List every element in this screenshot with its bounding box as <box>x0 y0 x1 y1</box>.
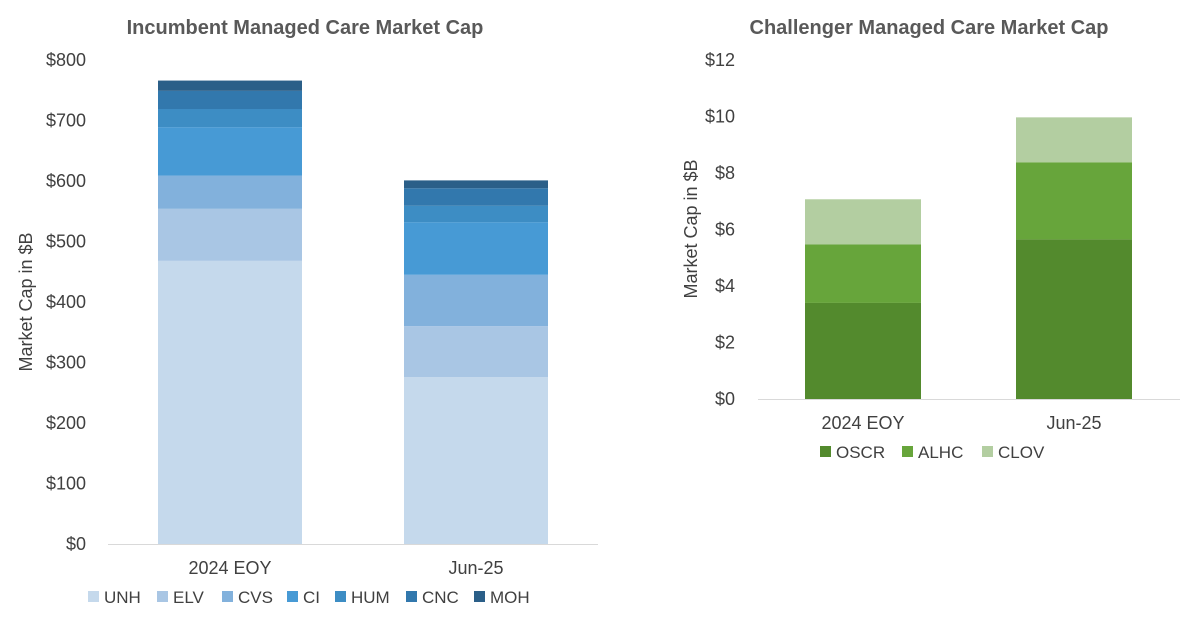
incumbent-y-tick-label: $700 <box>46 111 86 131</box>
incumbent-legend: UNH ELV CVS CI HUM CNC MOH <box>88 588 530 607</box>
incumbent-bar-unh-jun-25 <box>404 377 548 544</box>
challenger-y-tick-label: $0 <box>715 389 735 409</box>
incumbent-y-axis-label: Market Cap in $B <box>16 232 36 371</box>
incumbent-x-ticks: 2024 EOY Jun-25 <box>188 558 503 578</box>
incumbent-legend-label-moh: MOH <box>490 588 530 607</box>
incumbent-y-tick-label: $200 <box>46 413 86 433</box>
challenger-x-tick-label: Jun-25 <box>1046 413 1101 433</box>
challenger-y-tick-label: $4 <box>715 276 735 296</box>
incumbent-bar-moh-2024-eoy <box>158 80 302 91</box>
challenger-y-tick-label: $6 <box>715 220 735 240</box>
incumbent-bar-ci-2024-eoy <box>158 127 302 176</box>
incumbent-legend-swatch-hum <box>335 591 346 602</box>
incumbent-y-tick-label: $300 <box>46 353 86 373</box>
incumbent-bars <box>158 80 548 544</box>
challenger-legend-label-alhc: ALHC <box>918 443 963 462</box>
challenger-bars <box>805 117 1132 399</box>
incumbent-x-tick-label: Jun-25 <box>448 558 503 578</box>
challenger-y-ticks: $0 $2 $4 $6 $8 $10 $12 <box>705 50 735 409</box>
incumbent-legend-label-cvs: CVS <box>238 588 273 607</box>
incumbent-legend-swatch-cvs <box>222 591 233 602</box>
incumbent-bar-moh-jun-25 <box>404 180 548 189</box>
incumbent-y-ticks: $0 $100 $200 $300 $400 $500 $600 $700 $800 <box>46 50 86 554</box>
incumbent-legend-label-ci: CI <box>303 588 320 607</box>
challenger-chart-title: Challenger Managed Care Market Cap <box>750 17 1109 39</box>
challenger-x-tick-label: 2024 EOY <box>821 413 904 433</box>
challenger-chart: Challenger Managed Care Market Cap Marke… <box>681 17 1180 462</box>
incumbent-legend-label-cnc: CNC <box>422 588 459 607</box>
incumbent-y-tick-label: $100 <box>46 474 86 494</box>
challenger-legend-swatch-clov <box>982 446 993 457</box>
incumbent-x-tick-label: 2024 EOY <box>188 558 271 578</box>
challenger-y-tick-label: $8 <box>715 163 735 183</box>
incumbent-bar-cnc-jun-25 <box>404 188 548 206</box>
challenger-bar-alhc-jun-25 <box>1016 162 1132 240</box>
challenger-legend: OSCR ALHC CLOV <box>820 443 1045 462</box>
challenger-bar-oscr-2024-eoy <box>805 302 921 399</box>
challenger-bar-clov-jun-25 <box>1016 117 1132 163</box>
incumbent-legend-swatch-moh <box>474 591 485 602</box>
incumbent-bar-cvs-jun-25 <box>404 274 548 327</box>
incumbent-bar-elv-jun-25 <box>404 326 548 378</box>
incumbent-legend-label-elv: ELV <box>173 588 205 607</box>
incumbent-y-tick-label: $400 <box>46 292 86 312</box>
challenger-legend-swatch-oscr <box>820 446 831 457</box>
incumbent-bar-unh-2024-eoy <box>158 260 302 544</box>
challenger-y-tick-label: $2 <box>715 333 735 353</box>
challenger-bar-oscr-jun-25 <box>1016 239 1132 399</box>
challenger-y-tick-label: $12 <box>705 50 735 70</box>
incumbent-bar-ci-jun-25 <box>404 222 548 275</box>
challenger-x-ticks: 2024 EOY Jun-25 <box>821 413 1101 433</box>
incumbent-bar-hum-jun-25 <box>404 205 548 223</box>
incumbent-legend-swatch-cnc <box>406 591 417 602</box>
challenger-y-tick-label: $10 <box>705 107 735 127</box>
incumbent-y-tick-label: $600 <box>46 171 86 191</box>
incumbent-legend-swatch-ci <box>287 591 298 602</box>
incumbent-bar-elv-2024-eoy <box>158 208 302 261</box>
incumbent-bar-hum-2024-eoy <box>158 109 302 128</box>
challenger-y-axis-label: Market Cap in $B <box>681 159 701 298</box>
challenger-bar-clov-2024-eoy <box>805 199 921 245</box>
challenger-bar-alhc-2024-eoy <box>805 244 921 303</box>
incumbent-legend-label-hum: HUM <box>351 588 390 607</box>
incumbent-legend-swatch-elv <box>157 591 168 602</box>
incumbent-bar-cnc-2024-eoy <box>158 90 302 110</box>
incumbent-y-tick-label: $500 <box>46 232 86 252</box>
incumbent-chart-title: Incumbent Managed Care Market Cap <box>127 17 484 39</box>
incumbent-chart: Incumbent Managed Care Market Cap Market… <box>16 17 598 607</box>
incumbent-legend-label-unh: UNH <box>104 588 141 607</box>
incumbent-y-tick-label: $800 <box>46 50 86 70</box>
incumbent-legend-swatch-unh <box>88 591 99 602</box>
incumbent-bar-cvs-2024-eoy <box>158 175 302 209</box>
incumbent-y-tick-label: $0 <box>66 534 86 554</box>
challenger-legend-swatch-alhc <box>902 446 913 457</box>
challenger-legend-label-oscr: OSCR <box>836 443 885 462</box>
challenger-legend-label-clov: CLOV <box>998 443 1045 462</box>
